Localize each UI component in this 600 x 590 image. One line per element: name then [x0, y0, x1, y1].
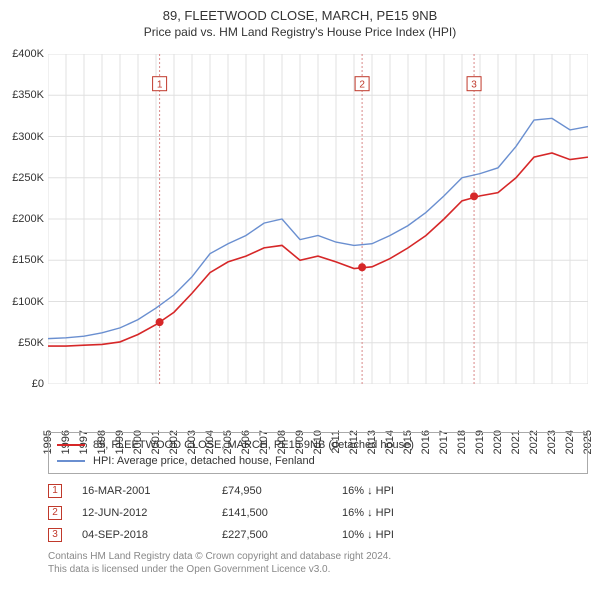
x-axis: 1995199619971998199920002001200220032004… — [48, 388, 588, 432]
legend-label: 89, FLEETWOOD CLOSE, MARCH, PE15 9NB (de… — [93, 439, 414, 451]
marker-price: £141,500 — [222, 507, 342, 519]
legend-label: HPI: Average price, detached house, Fenl… — [93, 455, 315, 467]
footer-line-1: Contains HM Land Registry data © Crown c… — [48, 550, 588, 563]
marker-table: 1 16-MAR-2001£74,95016% ↓ HPI 2 12-JUN-2012… — [48, 480, 588, 546]
marker-delta: 10% ↓ HPI — [342, 529, 462, 541]
y-tick-label: £250K — [12, 172, 44, 184]
marker-table-badge: 1 — [48, 484, 62, 498]
y-tick-label: £350K — [12, 89, 44, 101]
marker-table-row: 1 16-MAR-2001£74,95016% ↓ HPI — [48, 480, 588, 502]
marker-delta: 16% ↓ HPI — [342, 507, 462, 519]
y-tick-label: £200K — [12, 213, 44, 225]
title-block: 89, FLEETWOOD CLOSE, MARCH, PE15 9NB Pri… — [0, 0, 600, 39]
plot-area: 1 2 3 — [48, 54, 588, 384]
y-tick-label: £400K — [12, 48, 44, 60]
marker-price: £74,950 — [222, 485, 342, 497]
legend-swatch — [57, 460, 85, 462]
marker-delta: 16% ↓ HPI — [342, 485, 462, 497]
footer-line-2: This data is licensed under the Open Gov… — [48, 563, 588, 576]
marker-badge-label: 3 — [471, 80, 477, 91]
y-tick-label: £0 — [32, 378, 44, 390]
legend-row: 89, FLEETWOOD CLOSE, MARCH, PE15 9NB (de… — [57, 437, 579, 453]
y-tick-label: £50K — [18, 337, 44, 349]
marker-date: 12-JUN-2012 — [82, 507, 222, 519]
chart-title: 89, FLEETWOOD CLOSE, MARCH, PE15 9NB — [0, 8, 600, 23]
marker-table-row: 3 04-SEP-2018£227,50010% ↓ HPI — [48, 524, 588, 546]
marker-date: 04-SEP-2018 — [82, 529, 222, 541]
marker-date: 16-MAR-2001 — [82, 485, 222, 497]
marker-badge-label: 2 — [359, 80, 365, 91]
marker-table-row: 2 12-JUN-2012£141,50016% ↓ HPI — [48, 502, 588, 524]
marker-table-badge: 2 — [48, 506, 62, 520]
legend-row: HPI: Average price, detached house, Fenl… — [57, 453, 579, 469]
chart-container: 89, FLEETWOOD CLOSE, MARCH, PE15 9NB Pri… — [0, 0, 600, 590]
legend-swatch — [57, 444, 85, 446]
plot-svg: 1 2 3 — [48, 54, 588, 384]
marker-badge-label: 1 — [157, 80, 163, 91]
y-axis: £0£50K£100K£150K£200K£250K£300K£350K£400… — [0, 54, 48, 384]
y-tick-label: £150K — [12, 254, 44, 266]
marker-table-badge: 3 — [48, 528, 62, 542]
footer: Contains HM Land Registry data © Crown c… — [48, 550, 588, 576]
y-tick-label: £100K — [12, 296, 44, 308]
chart-subtitle: Price paid vs. HM Land Registry's House … — [0, 25, 600, 39]
legend: 89, FLEETWOOD CLOSE, MARCH, PE15 9NB (de… — [48, 432, 588, 474]
marker-price: £227,500 — [222, 529, 342, 541]
y-tick-label: £300K — [12, 131, 44, 143]
